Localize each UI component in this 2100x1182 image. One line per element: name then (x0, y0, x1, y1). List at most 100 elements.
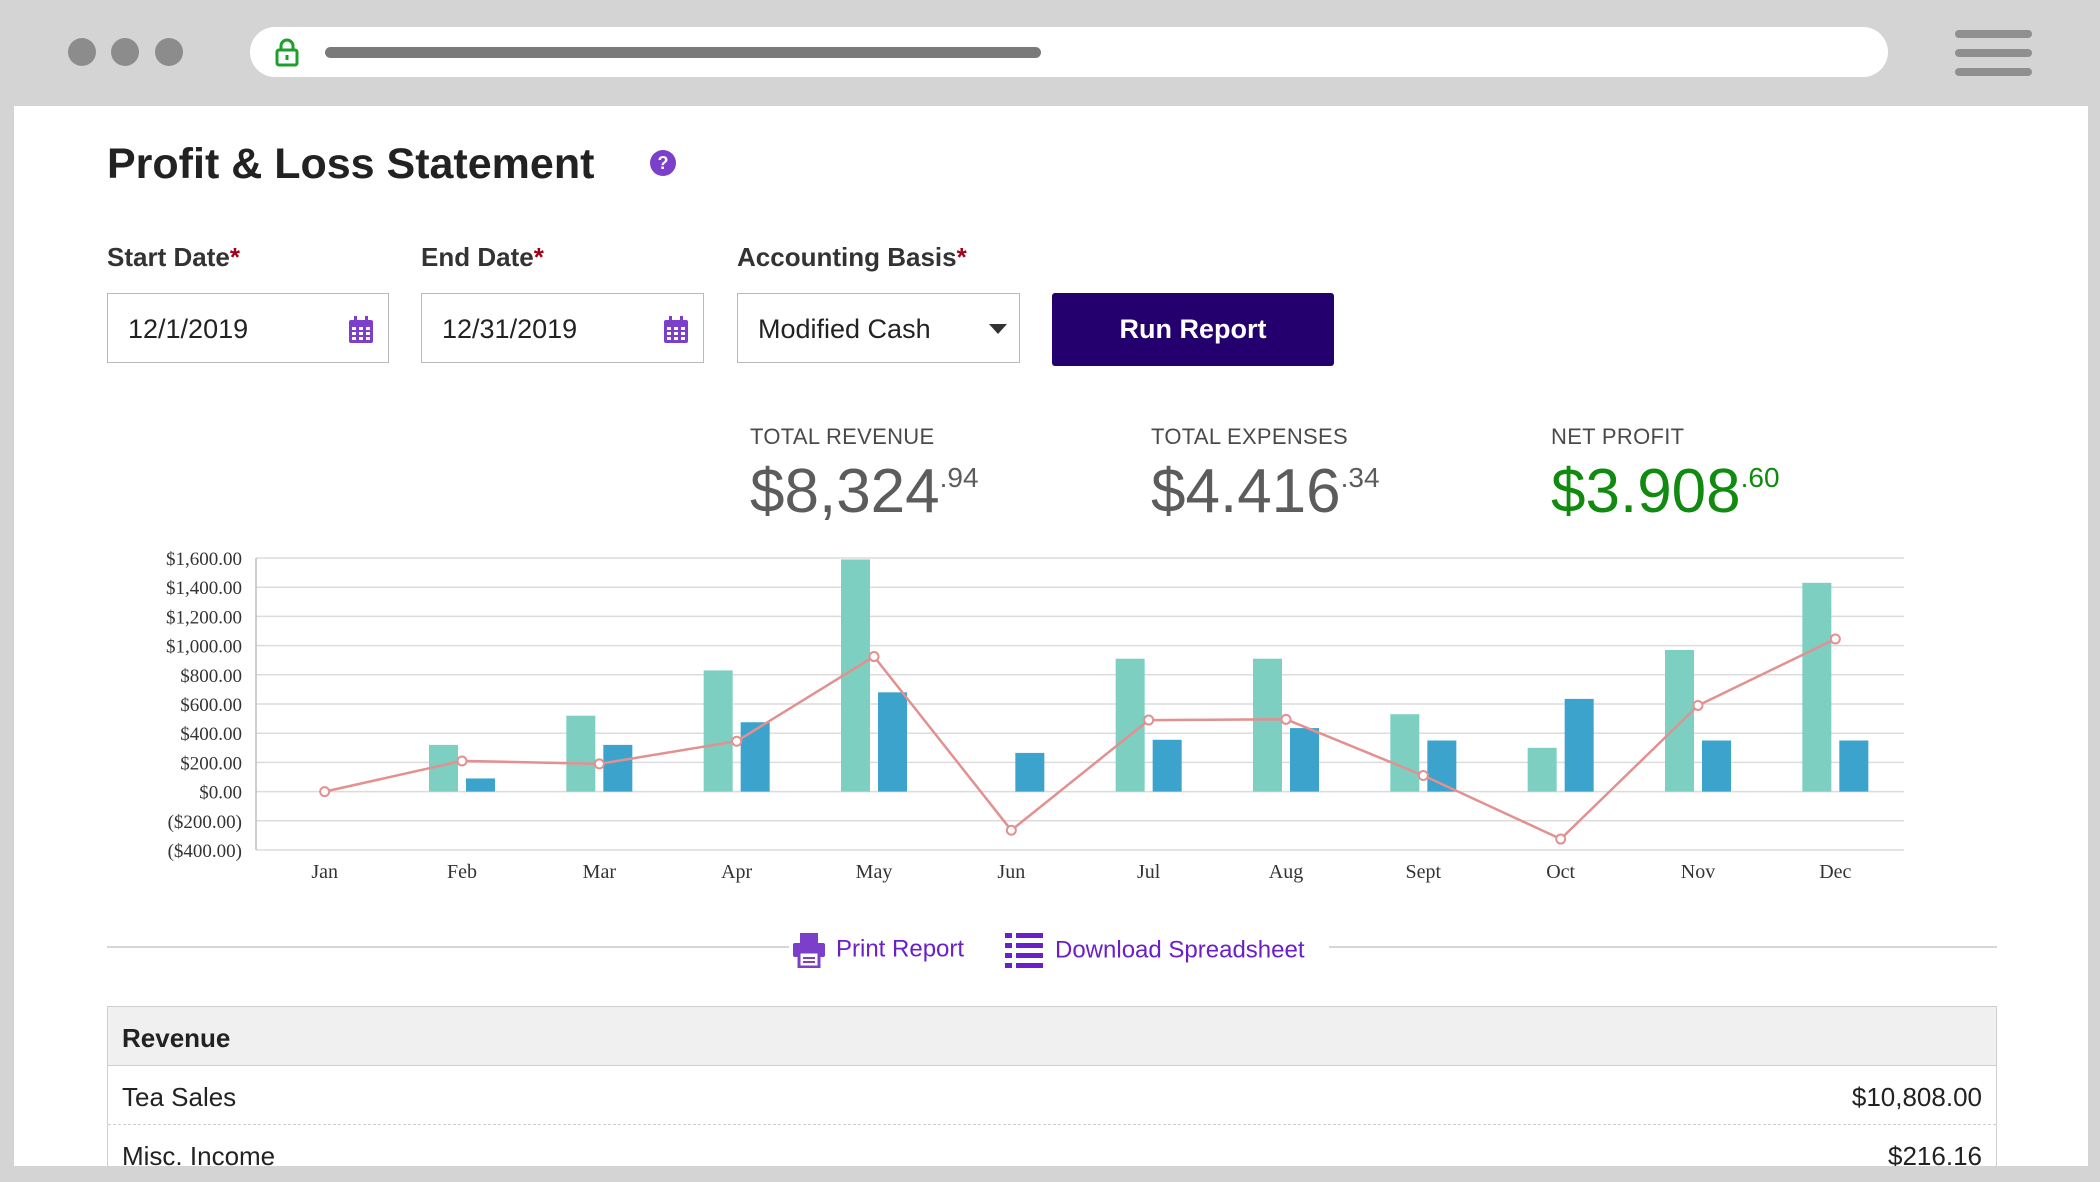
address-bar[interactable] (250, 27, 1888, 77)
end-date-value: 12/31/2019 (442, 314, 578, 344)
print-report-label: Print Report (836, 935, 965, 963)
divider-left (107, 946, 789, 948)
net-profit-point (1692, 699, 1704, 711)
revenue-bar (566, 715, 596, 792)
net-profit-point (1555, 833, 1567, 845)
x-tick-label: Mar (583, 861, 617, 883)
start-date-input[interactable]: 12/1/2019 (107, 293, 389, 363)
accounting-basis-label: Accounting Basis* (737, 242, 967, 272)
revenue-section-header: Revenue (108, 1007, 1996, 1066)
expense-bar (740, 722, 770, 792)
revenue-bar (1390, 714, 1420, 792)
expense-bar (878, 692, 907, 792)
expense-bar (1839, 740, 1869, 792)
net-profit-label: NET PROFIT (1551, 424, 1685, 449)
revenue-bar (1802, 582, 1832, 792)
x-tick-label: Dec (1819, 861, 1851, 883)
row-amount: $10,808.00 (1851, 1082, 1982, 1112)
run-report-button[interactable]: Run Report (1052, 293, 1334, 366)
table-row: Misc. Income $216.16 (108, 1125, 1996, 1166)
total-revenue-value: $8,324.94 (750, 457, 979, 526)
calendar-icon[interactable] (348, 316, 374, 344)
profit-loss-chart: $1,600.00 $1,400.00 $1,200.00 $1,000.00 $800… (166, 549, 1904, 883)
row-amount: $216.16 (1888, 1141, 1982, 1166)
accounting-basis-select[interactable]: Modified Cash (737, 293, 1020, 363)
hamburger-menu-icon[interactable] (1955, 30, 2032, 38)
total-expenses-value: $4.416.34 (1151, 457, 1380, 526)
revenue-bar (703, 670, 733, 792)
y-tick-label: $1,400.00 (166, 578, 242, 599)
end-date-input[interactable]: 12/31/2019 (421, 293, 704, 363)
window-close-dot[interactable] (68, 38, 96, 66)
x-tick-label: Aug (1269, 861, 1303, 883)
x-tick-label: Feb (447, 861, 477, 883)
y-tick-label: ($200.00) (168, 812, 242, 833)
net-profit-point (1280, 713, 1292, 725)
start-date-value: 12/1/2019 (128, 314, 249, 344)
net-profit-stat: NET PROFIT $3.908.60 (1551, 424, 1780, 527)
net-profit-value: $3.908.60 (1551, 457, 1780, 526)
table-row: Tea Sales $10,808.00 (108, 1066, 1996, 1125)
download-spreadsheet-label: Download Spreadsheet (1055, 936, 1305, 964)
revenue-bar (1665, 649, 1694, 792)
x-tick-label: Oct (1546, 861, 1575, 883)
expense-bar (1152, 739, 1182, 792)
x-tick-label: Jun (997, 861, 1025, 883)
lock-icon (275, 38, 299, 67)
row-name: Misc. Income (122, 1141, 276, 1166)
end-date-label: End Date* (421, 242, 544, 272)
expense-bar (603, 744, 633, 792)
total-expenses-stat: TOTAL EXPENSES $4.416.34 (1151, 424, 1380, 527)
net-profit-point (319, 786, 331, 798)
revenue-bar (1253, 658, 1282, 792)
spreadsheet-list-icon (1005, 933, 1043, 968)
expense-bar (1702, 740, 1731, 792)
net-profit-point (731, 735, 743, 747)
y-tick-label: $1,600.00 (166, 549, 242, 570)
calendar-icon[interactable] (663, 316, 689, 344)
net-profit-point (868, 651, 880, 663)
download-spreadsheet-link[interactable]: Download Spreadsheet (1005, 932, 1305, 970)
x-tick-label: Jan (311, 861, 338, 883)
y-tick-label: $600.00 (180, 695, 242, 716)
help-icon[interactable]: ? (650, 150, 676, 176)
revenue-table: Revenue Tea Sales $10,808.00 Misc. Incom… (107, 1006, 1997, 1166)
net-profit-point (593, 758, 605, 770)
browser-chrome (0, 0, 2100, 106)
print-report-link[interactable]: Print Report (792, 932, 965, 969)
printer-icon (793, 933, 825, 969)
revenue-section-title: Revenue (122, 1023, 231, 1053)
page-title: Profit & Loss Statement (107, 140, 595, 188)
hamburger-menu-line (1955, 68, 2032, 76)
expense-bar (1290, 728, 1319, 792)
y-tick-label: $1,200.00 (166, 607, 242, 628)
row-name: Tea Sales (122, 1082, 237, 1112)
expense-bar (1564, 698, 1594, 792)
revenue-bar (841, 559, 870, 792)
y-tick-label: $800.00 (180, 666, 242, 687)
y-tick-label: $200.00 (180, 753, 242, 774)
window-maximize-dot[interactable] (155, 38, 183, 66)
total-expenses-label: TOTAL EXPENSES (1151, 424, 1348, 449)
x-tick-label: Sept (1406, 861, 1442, 883)
revenue-bar (1527, 747, 1557, 792)
net-profit-point (1005, 824, 1017, 836)
net-profit-point (456, 755, 468, 767)
chevron-down-icon (989, 324, 1007, 334)
y-tick-label: ($400.00) (168, 841, 242, 862)
expense-bar (1015, 752, 1045, 792)
y-tick-label: $0.00 (199, 783, 242, 804)
window-minimize-dot[interactable] (111, 38, 139, 66)
total-revenue-label: TOTAL REVENUE (750, 424, 935, 449)
page-content: Profit & Loss Statement ? Start Date* En… (14, 106, 2088, 1166)
divider-right (1329, 946, 1997, 948)
x-tick-label: Jul (1137, 861, 1161, 883)
x-tick-label: Nov (1681, 861, 1715, 883)
net-profit-line (324, 637, 1836, 841)
revenue-bar (1115, 658, 1145, 792)
net-profit-point (1143, 714, 1155, 726)
url-placeholder-line (325, 47, 1041, 58)
x-tick-label: May (856, 861, 893, 883)
total-revenue-stat: TOTAL REVENUE $8,324.94 (750, 424, 979, 527)
expense-bar (466, 778, 495, 792)
